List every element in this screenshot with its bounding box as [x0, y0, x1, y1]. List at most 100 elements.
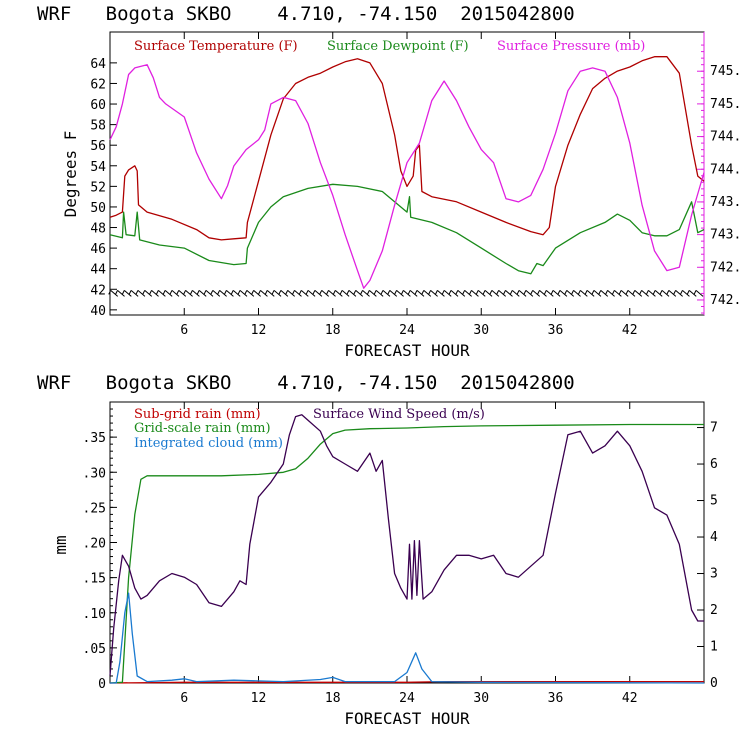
wind-barb [620, 290, 629, 297]
wind-barb-flag [550, 290, 554, 295]
wind-barb-flag [285, 290, 289, 295]
wind-barb-flag [237, 290, 241, 295]
legend-integrated-cloud: Integrated cloud (mm) [134, 436, 283, 451]
y-tick-label: 58 [90, 119, 106, 134]
wind-barb [389, 290, 398, 297]
wind-barb [437, 290, 445, 297]
bottom-x-axis-label: FORECAST HOUR [344, 709, 470, 728]
wind-barb [450, 290, 459, 297]
wind-barb-flag [183, 290, 187, 295]
y-tick-label: 62 [90, 77, 106, 92]
wind-barb-flag [482, 290, 486, 295]
wind-barb-flag [169, 290, 173, 295]
wind-barb-flag [339, 290, 343, 295]
wind-barb-flag [639, 290, 643, 295]
wind-barb [471, 290, 479, 297]
wind-barb [580, 290, 588, 297]
wind-barb-flag [543, 290, 547, 295]
wind-barb [192, 290, 200, 297]
wind-barb [287, 290, 296, 297]
wind-barb [185, 290, 193, 297]
wind-barb [253, 290, 261, 297]
wind-barb [661, 290, 670, 297]
wind-barb [654, 290, 663, 297]
wind-barb [695, 290, 704, 297]
precipitation-panel: WRF Bogota SKBO 4.710, -74.150 201504280… [37, 372, 718, 728]
wind-barb [430, 290, 438, 297]
wind-barb-flag [319, 290, 323, 295]
wind-barb [586, 290, 595, 297]
wind-barb-flag [434, 290, 438, 295]
y-tick-label: 48 [90, 222, 106, 237]
series-line-grid-scale-rain-mm [109, 423, 704, 684]
wind-barb [144, 290, 153, 297]
wind-barb-flag [121, 290, 125, 295]
wind-barb [559, 290, 568, 297]
wind-barb [396, 290, 404, 297]
y2-tick-label: 0 [710, 676, 718, 691]
wind-barb [641, 290, 649, 297]
wind-barb-flag [326, 290, 329, 295]
wind-barb [545, 290, 554, 297]
wind-barb [232, 290, 241, 297]
wind-barb [300, 290, 309, 297]
wind-barb-flag [394, 290, 398, 295]
x-tick-label: 18 [325, 691, 341, 706]
series-line-integrated-cloud-mm [110, 592, 705, 684]
y-tick-label: 52 [90, 180, 106, 195]
wind-barb-flag [244, 290, 248, 295]
top-chart-title: WRF Bogota SKBO 4.710, -74.150 201504280… [37, 3, 575, 25]
wind-barb [668, 290, 677, 297]
wind-barb [239, 290, 248, 297]
wind-barb-flag [149, 290, 152, 295]
wind-barb [280, 290, 289, 297]
wind-barb-flag [686, 290, 690, 295]
wind-barb-flag [414, 290, 418, 295]
y-tick-label: .20 [83, 537, 106, 552]
x-tick-label: 42 [622, 691, 638, 706]
x-tick-label: 6 [180, 323, 188, 338]
wind-barb-flag [666, 290, 670, 295]
wind-barb-flag [584, 290, 588, 295]
series-line-surface-pressure-mb [109, 64, 705, 289]
wind-barb [484, 290, 493, 297]
wind-barb-flag [523, 290, 527, 295]
x-tick-label: 24 [399, 691, 415, 706]
wind-barb [607, 290, 615, 297]
wind-barb-flag [278, 290, 282, 295]
wind-barb [198, 290, 207, 297]
wind-barbs [108, 290, 704, 297]
wind-barb-flag [189, 290, 193, 295]
y2-tick-label: 4 [710, 530, 718, 545]
wind-barb-flag [605, 290, 609, 295]
wind-barb [525, 290, 534, 297]
wind-barb-flag [217, 290, 221, 295]
wind-barb [164, 290, 173, 297]
wind-barb-flag [659, 290, 663, 295]
top-x-axis-label: FORECAST HOUR [344, 341, 470, 360]
wind-barb [532, 290, 541, 297]
wind-barb-flag [203, 290, 207, 295]
wind-barb [539, 290, 547, 297]
wind-barb-flag [421, 290, 425, 295]
wind-barb-flag [598, 290, 602, 295]
wind-barb-flag [468, 290, 472, 295]
wind-barb [171, 290, 180, 297]
wind-barb [375, 290, 384, 297]
wind-barb-flag [305, 290, 309, 295]
wind-barb-flag [564, 290, 568, 295]
y2-tick-label: 743.5 [710, 195, 740, 210]
y-tick-label: .35 [83, 431, 106, 446]
y-tick-label: 64 [90, 57, 106, 72]
wind-barb-flag [360, 290, 363, 295]
wind-barb [246, 290, 255, 297]
wind-barb-flag [312, 290, 316, 295]
y2-tick-label: 744.0 [710, 162, 740, 177]
y-tick-label: 60 [90, 98, 106, 113]
wind-barb-flag [380, 290, 384, 295]
wind-barb [648, 290, 656, 297]
y-tick-label: .25 [83, 501, 106, 516]
y2-tick-label: 6 [710, 457, 718, 472]
wind-barb [158, 290, 166, 297]
legend-wind-speed: Surface Wind Speed (m/s) [313, 407, 485, 422]
